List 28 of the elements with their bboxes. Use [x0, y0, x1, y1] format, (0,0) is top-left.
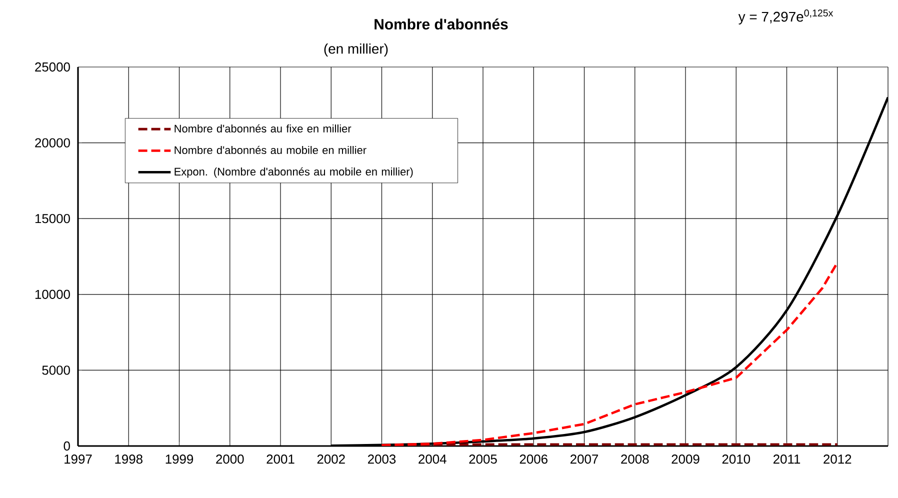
y-tick-label: 0: [64, 441, 70, 451]
x-tick-label: 2009: [672, 454, 700, 464]
x-tick-label: 1997: [64, 454, 92, 464]
x-tick-label: 2010: [722, 454, 750, 464]
x-tick-label: 2002: [317, 454, 345, 464]
y-tick-label: 20000: [35, 138, 70, 148]
x-tick-label: 2001: [266, 454, 294, 464]
x-tick-label: 2005: [469, 454, 497, 464]
text: y = 7,297e$^{0,125x}$: [738, 10, 834, 24]
x-tick-label: 2000: [216, 454, 244, 464]
x-tick-label: 2006: [520, 454, 548, 464]
x-tick-label: 2011: [773, 454, 800, 464]
x-tick-label: 1998: [115, 454, 142, 464]
x-tick-label: 2008: [621, 454, 649, 464]
x-tick-label: 1999: [166, 454, 194, 464]
x-tick-label: 2007: [570, 454, 598, 464]
x-tick-label: 2004: [418, 454, 446, 464]
y-tick-label: 10000: [35, 290, 70, 299]
chart-title: Nombre d'abonnés: [374, 18, 508, 30]
x-tick-label: 2003: [368, 454, 396, 464]
legend-label: Nombre d'abonnés au fixe en millier: [174, 124, 352, 133]
x-tick-label: 2012: [824, 454, 852, 464]
legend-label: Nombre d'abonnés au mobile en millier: [174, 146, 366, 154]
chart-subtitle: (en millier): [324, 43, 388, 56]
legend-label: Expon. (Nombre d'abonnés au mobile en millier): [174, 167, 413, 178]
y-tick-label: 15000: [35, 214, 70, 224]
y-tick-label: 25000: [35, 62, 70, 72]
y-tick-label: 5000: [42, 366, 70, 375]
